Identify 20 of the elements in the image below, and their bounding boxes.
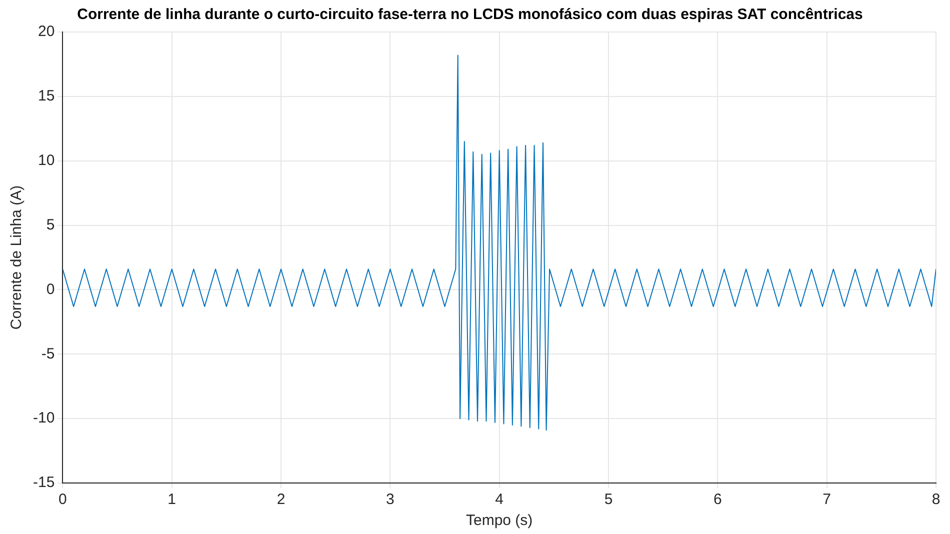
y-tick-label: 20	[38, 23, 55, 40]
x-tick-label: 2	[276, 491, 286, 508]
y-axis-title: Corrente de Linha (A)	[8, 185, 26, 330]
y-tick-label: 10	[38, 152, 55, 169]
x-tick-label: 6	[714, 491, 722, 508]
y-tick-label: 0	[46, 280, 55, 298]
x-tick-label: 7	[822, 491, 832, 508]
x-tick-label: 4	[495, 491, 504, 508]
x-tick-label: 0	[58, 491, 67, 508]
y-tick-label: 15	[38, 88, 55, 105]
x-axis-title: Tempo (s)	[466, 512, 533, 530]
y-tick-label: -10	[32, 410, 55, 427]
x-tick-label: 3	[386, 491, 394, 508]
x-tick-label: 1	[168, 491, 176, 508]
chart-title: Corrente de linha durante o curto-circuito fase-terra no LCDS monofásico com duas espiras SAT concêntricas	[77, 6, 863, 24]
y-tick-label: -15	[32, 474, 55, 492]
x-tick-label: 8	[932, 491, 940, 508]
y-tick-label: -5	[41, 345, 55, 362]
y-tick-label: 5	[46, 216, 55, 234]
x-tick-label: 5	[604, 491, 613, 508]
